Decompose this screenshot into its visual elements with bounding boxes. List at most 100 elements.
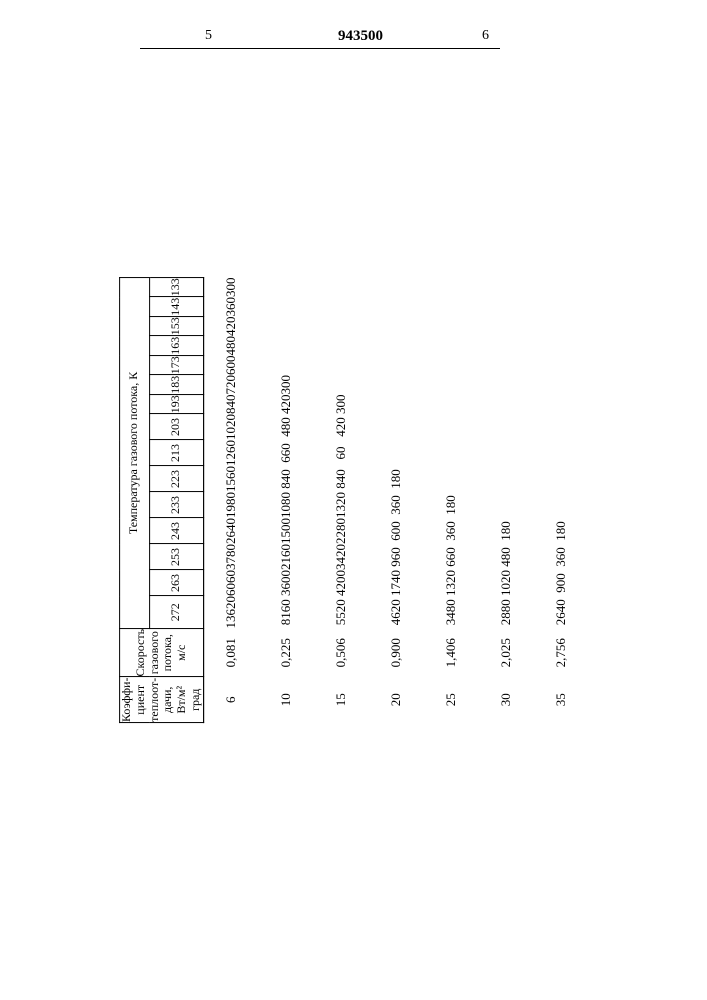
cell-value: 600 xyxy=(368,518,423,544)
cell-value xyxy=(258,277,313,297)
cell-value xyxy=(313,277,368,297)
cell-value: 480 xyxy=(258,414,313,440)
cell-value: 480 xyxy=(203,336,259,356)
cell-speed: 0,506 xyxy=(313,628,368,677)
cell-value: 720 xyxy=(203,375,259,395)
cell-value: 360 xyxy=(368,492,423,518)
cell-value xyxy=(368,394,423,414)
cell-value: 1980 xyxy=(203,492,259,518)
table-header: Коэффи-циенттеплоот-дачи,Вт/м²град Скоро… xyxy=(119,277,203,722)
cell-value xyxy=(368,316,423,336)
cell-value: 600 xyxy=(203,355,259,375)
header-temp-263: 263 xyxy=(149,570,203,596)
cell-value: 840 xyxy=(313,466,368,492)
cell-value: 900 xyxy=(533,570,588,596)
cell-value xyxy=(313,375,368,395)
cell-value xyxy=(478,297,533,317)
cell-value xyxy=(423,316,478,336)
cell-coefficient: 6 xyxy=(203,677,259,723)
cell-value xyxy=(423,336,478,356)
cell-speed: 0,225 xyxy=(258,628,313,677)
header-temperature-span: Температура газового потока, К xyxy=(119,277,149,628)
cell-value xyxy=(533,375,588,395)
cell-value: 5520 xyxy=(313,596,368,629)
cell-value xyxy=(533,440,588,466)
cell-value: 180 xyxy=(423,492,478,518)
cell-value xyxy=(313,336,368,356)
document-number: 943500 xyxy=(338,28,383,45)
header-temp-272: 272 xyxy=(149,596,203,629)
cell-coefficient: 15 xyxy=(313,677,368,723)
cell-value: 4620 xyxy=(368,596,423,629)
header-speed: Скоростьгазовогопотока,м/с xyxy=(119,628,203,677)
cell-value xyxy=(533,336,588,356)
cell-value: 840 xyxy=(258,466,313,492)
cell-value xyxy=(533,355,588,375)
cell-value: 660 xyxy=(423,544,478,570)
cell-value: 2640 xyxy=(533,596,588,629)
table-row: 60,0811362060603780264019801560126010208… xyxy=(203,277,259,722)
cell-value: 1080 xyxy=(258,492,313,518)
cell-speed: 1,406 xyxy=(423,628,478,677)
cell-speed: 2,756 xyxy=(533,628,588,677)
page: 5 943500 6 Коэффи-циенттеплоот-дачи,Вт/м… xyxy=(0,0,707,1000)
cell-value: 3780 xyxy=(203,544,259,570)
cell-value: 2640 xyxy=(203,518,259,544)
cell-value: 1560 xyxy=(203,466,259,492)
header-temp-213: 213 xyxy=(149,440,203,466)
cell-value: 300 xyxy=(313,394,368,414)
cell-value: 300 xyxy=(258,375,313,395)
cell-value xyxy=(423,466,478,492)
page-number-left: 5 xyxy=(205,28,212,44)
cell-value: 3600 xyxy=(258,570,313,596)
cell-value: 1500 xyxy=(258,518,313,544)
cell-value xyxy=(533,316,588,336)
cell-value: 420 xyxy=(313,414,368,440)
cell-value: 420 xyxy=(203,316,259,336)
cell-value: 1020 xyxy=(478,570,533,596)
rotated-table-container: Коэффи-циенттеплоот-дачи,Вт/м²град Скоро… xyxy=(119,277,589,723)
cell-value: 6060 xyxy=(203,570,259,596)
table-row: 150,5065520420034202280132084060420300 xyxy=(313,277,368,722)
cell-value: 3480 xyxy=(423,596,478,629)
cell-value xyxy=(478,316,533,336)
cell-value: 360 xyxy=(203,297,259,317)
cell-value xyxy=(478,277,533,297)
cell-value xyxy=(478,355,533,375)
header-temp-143: 143 xyxy=(149,297,203,317)
cell-value: 180 xyxy=(368,466,423,492)
header-temp-203: 203 xyxy=(149,414,203,440)
cell-value xyxy=(478,492,533,518)
header-temp-193: 193 xyxy=(149,394,203,414)
cell-value: 1740 xyxy=(368,570,423,596)
cell-value xyxy=(313,316,368,336)
table-row: 100,225816036002160150010808406604804203… xyxy=(258,277,313,722)
cell-value: 2160 xyxy=(258,544,313,570)
cell-value: 960 xyxy=(368,544,423,570)
data-table: Коэффи-циенттеплоот-дачи,Вт/м²град Скоро… xyxy=(119,277,589,723)
table-row: 251,40634801320660360180 xyxy=(423,277,478,722)
cell-value: 4200 xyxy=(313,570,368,596)
table-row: 200,90046201740960600360180 xyxy=(368,277,423,722)
header-temp-153: 153 xyxy=(149,316,203,336)
header-temp-243: 243 xyxy=(149,518,203,544)
cell-value xyxy=(368,277,423,297)
header-row-1: Коэффи-циенттеплоот-дачи,Вт/м²град Скоро… xyxy=(119,277,149,722)
cell-value xyxy=(423,297,478,317)
cell-value xyxy=(368,297,423,317)
cell-value xyxy=(258,297,313,317)
cell-value xyxy=(478,394,533,414)
cell-value xyxy=(478,440,533,466)
cell-coefficient: 20 xyxy=(368,677,423,723)
table-body: 60,0811362060603780264019801560126010208… xyxy=(203,277,589,722)
cell-value: 360 xyxy=(423,518,478,544)
cell-value xyxy=(368,355,423,375)
cell-value xyxy=(368,375,423,395)
cell-value xyxy=(533,466,588,492)
cell-speed: 0,081 xyxy=(203,628,259,677)
cell-value xyxy=(368,414,423,440)
cell-value xyxy=(258,336,313,356)
cell-value: 3420 xyxy=(313,544,368,570)
cell-value: 60 xyxy=(313,440,368,466)
cell-value xyxy=(423,375,478,395)
